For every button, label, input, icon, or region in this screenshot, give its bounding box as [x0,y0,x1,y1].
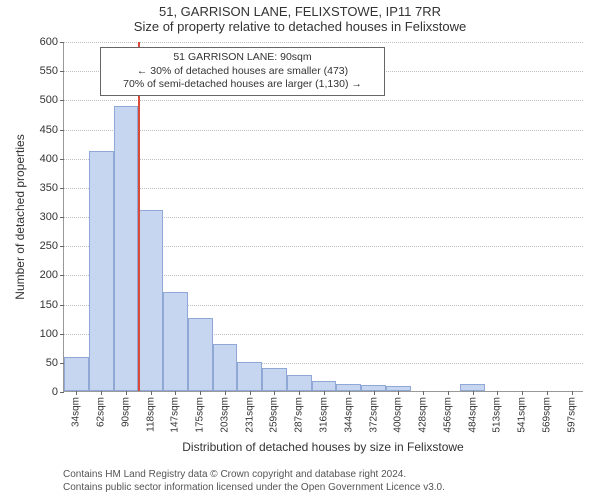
bar [163,292,188,391]
gridline [64,188,583,189]
y-tick-label: 450 [40,124,58,136]
annotation-line: 70% of semi-detached houses are larger (… [107,78,378,92]
x-tick-label: 344sqm [343,397,354,433]
bar [213,344,238,391]
x-axis-label: Distribution of detached houses by size … [63,440,583,454]
bar [188,318,213,391]
bar [336,384,361,391]
x-tick-label: 484sqm [467,397,478,433]
bar [114,106,139,391]
x-tick-label: 316sqm [319,397,330,433]
x-tick-label: 400sqm [393,397,404,433]
x-tick-label: 541sqm [517,397,528,433]
x-tick-label: 34sqm [71,397,82,427]
x-tick-label: 118sqm [145,397,156,432]
x-tick-label: 231sqm [244,397,255,433]
bar [287,375,312,391]
footer-licence: Contains public sector information licen… [63,482,445,493]
y-tick-label: 350 [40,182,58,194]
x-tick-label: 147sqm [170,397,181,433]
y-tick-label: 100 [40,328,58,340]
bar [460,384,485,391]
y-tick-label: 200 [40,269,58,281]
y-tick-label: 300 [40,211,58,223]
chart-container: 51, GARRISON LANE, FELIXSTOWE, IP11 7RR … [0,0,600,500]
x-tick-label: 428sqm [418,397,429,433]
x-tick-label: 513sqm [492,397,503,433]
y-tick-label: 50 [46,357,58,369]
x-tick-label: 175sqm [195,397,206,433]
annotation-line: ← 30% of detached houses are smaller (47… [107,65,378,79]
x-tick-label: 456sqm [442,397,453,433]
x-tick-label: 569sqm [541,397,552,433]
page-title: 51, GARRISON LANE, FELIXSTOWE, IP11 7RR [0,0,600,19]
gridline [64,130,583,131]
bar [312,381,337,392]
y-tick-label: 550 [40,65,58,77]
y-tick-label: 600 [40,36,58,48]
gridline [64,42,583,43]
y-tick-label: 400 [40,153,58,165]
footer-copyright: Contains HM Land Registry data © Crown c… [63,469,406,480]
bar [89,151,114,391]
bar [237,362,262,391]
x-tick-label: 62sqm [96,397,107,427]
chart-subtitle: Size of property relative to detached ho… [0,19,600,34]
bar [262,368,287,391]
gridline [64,100,583,101]
annotation-box: 51 GARRISON LANE: 90sqm ← 30% of detache… [100,47,385,96]
bar [138,210,163,391]
bar [64,357,89,391]
y-tick-label: 250 [40,240,58,252]
x-tick-label: 203sqm [219,397,230,433]
y-axis-label: Number of detached properties [13,134,27,299]
annotation-line: 51 GARRISON LANE: 90sqm [107,51,378,65]
gridline [64,159,583,160]
y-tick-label: 500 [40,94,58,106]
x-tick-label: 287sqm [294,397,305,433]
y-tick-label: 0 [52,386,58,398]
x-tick-label: 259sqm [269,397,280,433]
x-tick-label: 90sqm [120,397,131,427]
x-tick-label: 372sqm [368,397,379,433]
x-tick-label: 597sqm [566,397,577,433]
y-tick-label: 150 [40,299,58,311]
